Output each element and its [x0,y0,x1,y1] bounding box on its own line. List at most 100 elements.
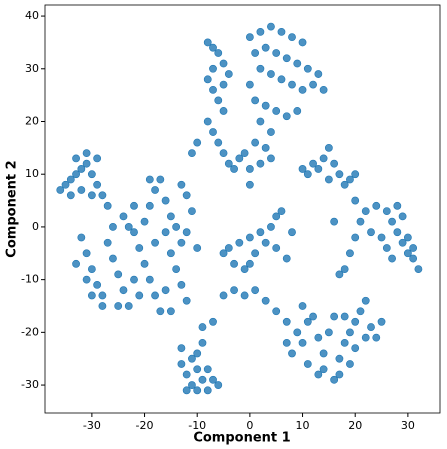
y-tick-label: 10 [25,167,39,180]
point [277,27,286,36]
point [177,360,186,368]
point [367,323,375,331]
point [372,333,381,342]
point [203,75,212,84]
point [272,244,281,252]
point [330,375,339,384]
point [346,328,354,337]
point [272,107,281,115]
point [214,381,223,389]
point [161,228,170,237]
point [351,170,360,179]
point [103,201,112,210]
point [288,33,296,42]
point [335,270,344,279]
point [188,207,196,216]
point [87,191,96,200]
point [166,307,175,316]
point [303,317,312,326]
point [314,70,323,78]
point [335,354,344,363]
point [214,49,223,57]
x-tick-label: -10 [188,419,206,432]
point [282,112,291,121]
point [72,154,80,163]
point [61,180,70,189]
point [409,254,418,263]
point [351,233,360,242]
point [188,381,196,389]
point [319,365,328,374]
point [140,217,149,226]
point [177,238,186,247]
point [403,249,412,258]
point [272,307,281,316]
point [193,365,202,374]
point [77,186,86,194]
point [298,38,307,47]
point [314,333,323,342]
point [303,170,312,179]
point [209,85,217,94]
point [346,249,354,258]
point [267,154,275,163]
point [309,159,317,168]
point [119,286,128,295]
point [193,349,202,358]
point [219,59,228,68]
point [361,296,370,305]
point [245,259,254,268]
point [303,64,312,73]
point [87,170,96,179]
point [393,228,402,237]
point [298,165,307,173]
point [256,27,265,36]
point [293,107,302,115]
point [240,265,249,273]
point [188,149,196,158]
point [261,101,270,110]
point [261,143,270,152]
point [198,338,207,347]
point [182,191,191,200]
point [66,191,75,200]
point [377,317,386,326]
point [245,165,254,173]
point [256,64,265,73]
point [388,254,396,263]
point [98,191,107,200]
point [209,43,217,52]
point [219,291,228,300]
point [82,149,91,158]
point [324,328,333,337]
point [156,307,165,316]
point [182,370,191,379]
point [282,338,291,347]
point [66,175,75,184]
point [56,186,65,194]
y-tick-label: 40 [25,9,39,22]
point [161,286,170,295]
point [393,201,402,210]
point [203,365,212,374]
point [240,149,249,158]
point [209,64,217,73]
point [235,238,244,247]
point [219,149,228,158]
point [82,275,91,284]
x-tick-label: 10 [296,419,310,432]
x-tick-label: -20 [136,419,154,432]
point [288,228,296,237]
point [319,349,328,358]
point [182,296,191,305]
point [330,312,339,321]
y-tick-label: 30 [25,62,39,75]
point [182,228,191,237]
point [172,265,181,273]
point [240,291,249,300]
point [314,370,323,379]
point [351,317,360,326]
point [77,165,86,173]
point [87,265,96,273]
point [230,259,238,268]
